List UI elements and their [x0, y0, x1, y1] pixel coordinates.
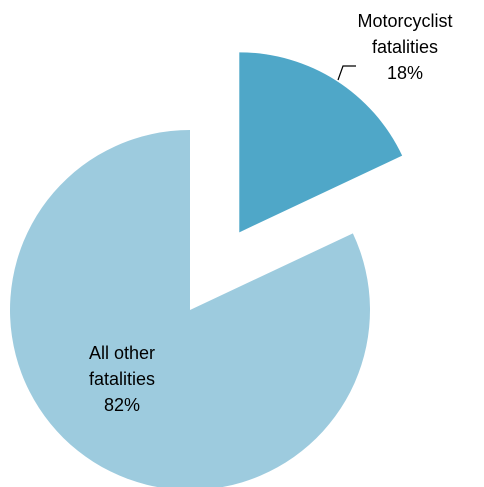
category-label: All other fatalities [88, 343, 156, 389]
slice-label: All other fatalities 82% [62, 340, 182, 418]
value-label: 82% [103, 395, 141, 415]
slice-label: Motorcyclist fatalities 18% [330, 8, 480, 86]
category-label: Motorcyclist fatalities [357, 11, 453, 57]
leader-line [337, 65, 356, 81]
value-label: 18% [386, 63, 424, 83]
pie-slice [10, 130, 370, 487]
pie-slice [239, 52, 403, 233]
